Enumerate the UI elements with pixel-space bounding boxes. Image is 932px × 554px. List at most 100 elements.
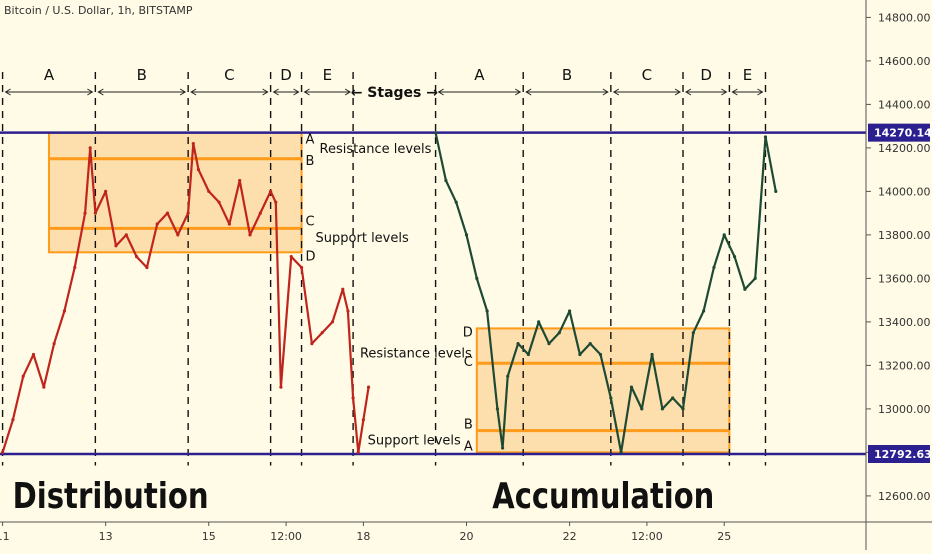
arrow-head-right	[87, 88, 94, 96]
price-point	[681, 407, 685, 411]
price-point	[640, 407, 644, 411]
price-point	[691, 331, 695, 335]
distribution-title: Distribution	[13, 476, 209, 517]
price-point	[21, 374, 25, 378]
accumulation-range	[475, 327, 731, 454]
price-point	[330, 320, 335, 324]
stage-label: A	[474, 66, 485, 84]
price-point	[42, 385, 46, 389]
arrow-head-left	[303, 88, 310, 96]
y-tick-label: 13800.00	[878, 229, 931, 242]
price-point	[763, 135, 768, 139]
price-point	[433, 131, 438, 135]
price-point	[774, 189, 778, 193]
price-point	[258, 211, 262, 215]
arrow-head-left	[437, 88, 444, 96]
price-point	[743, 287, 747, 291]
price-point	[650, 352, 654, 357]
x-tick-label: 13	[99, 530, 113, 543]
price-point	[516, 342, 520, 346]
x-tick-label: 18	[356, 530, 370, 543]
x-tick-label: 25	[717, 530, 731, 543]
price-point	[547, 342, 551, 346]
price-point	[753, 276, 757, 280]
price-point	[31, 352, 36, 357]
price-point	[578, 352, 582, 357]
stage-label: A	[44, 66, 55, 84]
price-point	[588, 342, 592, 346]
price-tag-label: 14270.14	[874, 127, 932, 140]
price-point	[114, 244, 118, 248]
price-point	[11, 418, 15, 422]
price-point	[279, 385, 283, 389]
symbol-header: Bitcoin / U.S. Dollar, 1h, BITSTAMP	[4, 4, 193, 17]
price-point	[248, 233, 252, 237]
arrow-head-left	[525, 88, 532, 96]
price-point	[176, 233, 180, 237]
level-letter: C	[306, 214, 315, 229]
x-tick-label: 12:00	[270, 530, 302, 543]
price-point	[124, 233, 128, 237]
arrow-head-left	[97, 88, 104, 96]
stage-label: C	[224, 66, 234, 84]
price-point	[62, 309, 67, 313]
price-point	[475, 276, 479, 280]
price-point	[310, 342, 314, 346]
price-point	[238, 178, 242, 183]
y-tick-label: 13000.00	[878, 403, 931, 416]
stage-label: D	[700, 66, 712, 84]
price-point	[454, 200, 458, 204]
price-point	[83, 211, 87, 215]
price-point	[207, 189, 211, 193]
distribution-price-series	[1, 142, 370, 454]
price-point	[104, 189, 108, 193]
resistance-label: Resistance levels	[320, 142, 432, 157]
price-tag	[868, 123, 930, 142]
arrow-head-left	[685, 88, 692, 96]
price-point	[629, 385, 634, 389]
price-point	[165, 211, 170, 215]
price-point	[320, 331, 324, 335]
price-point	[712, 265, 716, 270]
arrow-head-left	[4, 88, 11, 96]
arrow-head-right	[179, 88, 187, 96]
price-point	[299, 265, 304, 270]
x-tick-label: 20	[460, 530, 474, 543]
y-tick-label: 13400.00	[878, 316, 931, 329]
arrow-head-left	[272, 88, 279, 96]
price-point	[464, 233, 469, 237]
price-point	[155, 222, 159, 226]
price-point	[506, 374, 510, 378]
arrow-head-right	[757, 88, 764, 96]
level-letter: D	[463, 325, 473, 340]
price-point	[500, 446, 505, 450]
level-letter: B	[306, 154, 315, 169]
price-point	[227, 222, 231, 226]
price-point	[217, 200, 221, 204]
stage-label: C	[642, 66, 652, 84]
stage-label: B	[137, 66, 147, 84]
y-tick-label: 13600.00	[878, 272, 931, 285]
price-point	[88, 146, 92, 150]
arrow-head-right	[514, 88, 522, 96]
price-point	[341, 287, 345, 291]
price-tag-label: 12792.63	[874, 448, 932, 461]
level-letter: C	[464, 355, 473, 370]
price-point	[732, 255, 737, 259]
y-tick-label: 14200.00	[878, 142, 931, 155]
level-letter: A	[306, 133, 315, 148]
price-point	[52, 342, 56, 346]
price-point	[609, 396, 613, 400]
stage-label: E	[323, 66, 332, 84]
stage-label: E	[743, 66, 752, 84]
stage-label: D	[280, 66, 292, 84]
level-letter: A	[464, 439, 473, 454]
resistance-label: Resistance levels	[360, 346, 472, 361]
price-point	[444, 178, 448, 183]
x-tick-label: 22	[563, 530, 577, 543]
price-point	[671, 396, 675, 400]
support-label: Support levels	[316, 231, 409, 246]
price-point	[568, 309, 572, 313]
